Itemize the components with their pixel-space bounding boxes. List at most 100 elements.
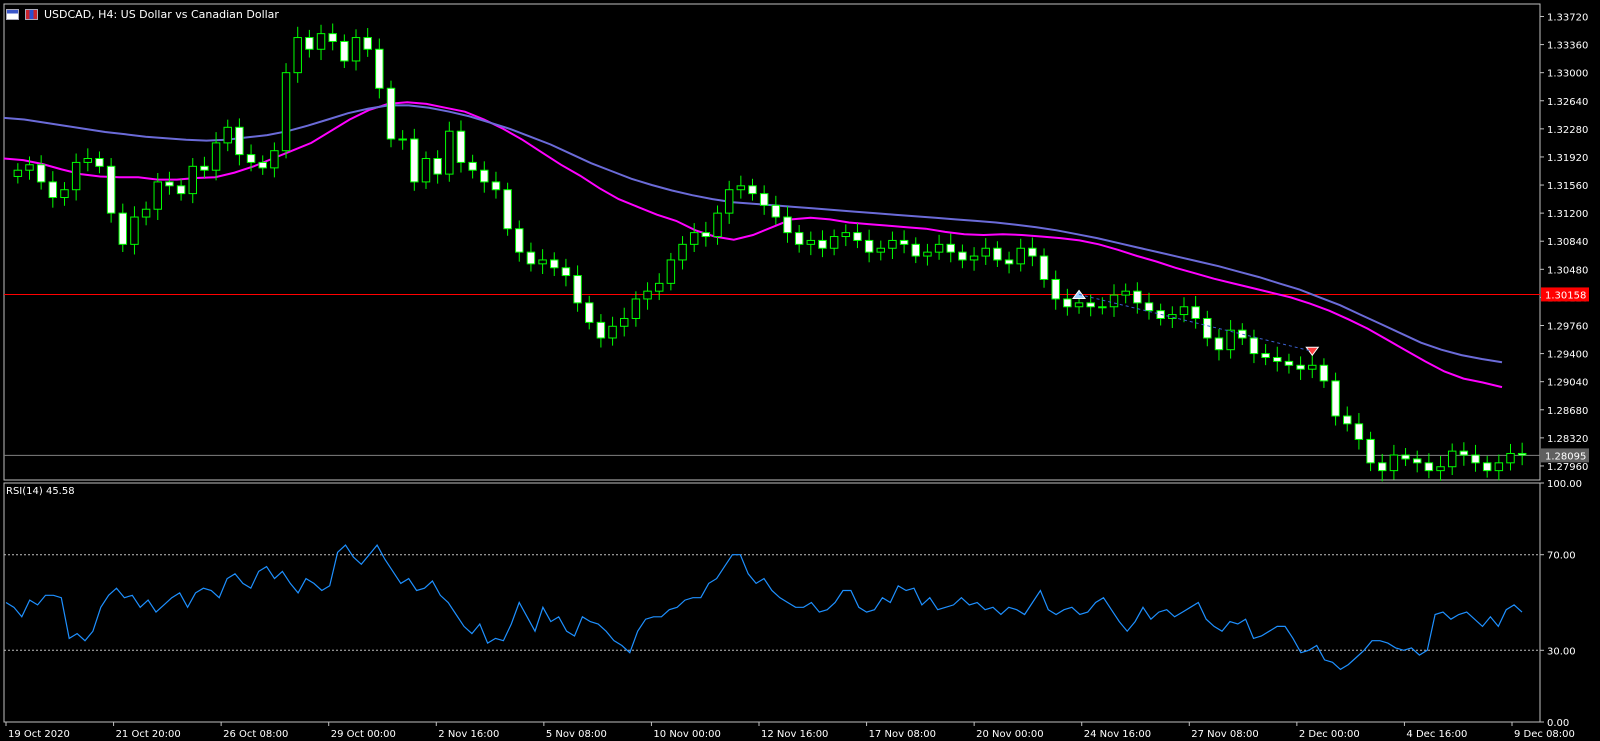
candle-body xyxy=(1051,278,1060,300)
candle-body xyxy=(666,259,676,284)
candle-body xyxy=(958,251,967,261)
main-panel-border xyxy=(3,3,1541,481)
rsi-tick-label: 100.00 xyxy=(1547,479,1582,490)
candle-body xyxy=(573,275,582,304)
time-tick-label: 19 Oct 2020 xyxy=(8,729,70,740)
candle-body xyxy=(1308,364,1317,370)
rsi-panel-border xyxy=(3,482,1541,723)
candle-body xyxy=(1319,364,1329,382)
rsi-label: RSI(14) 45.58 xyxy=(6,486,75,497)
candle-body xyxy=(596,321,606,339)
trade-connector-line xyxy=(1078,293,1313,352)
time-tick-label: 2 Dec 00:00 xyxy=(1299,729,1360,740)
candle-body xyxy=(106,165,116,214)
candle-body xyxy=(60,189,69,199)
candle-body xyxy=(48,181,58,199)
candle-body xyxy=(911,243,921,257)
candle-body xyxy=(386,87,396,140)
candle-body xyxy=(13,169,23,177)
time-tick-label: 27 Nov 08:00 xyxy=(1191,729,1258,740)
candle-body xyxy=(1412,458,1422,464)
candle-body xyxy=(899,239,909,245)
candle-body xyxy=(95,158,104,167)
price-tick-label: 1.28320 xyxy=(1547,434,1588,445)
candle-body xyxy=(456,130,466,163)
candle-body xyxy=(771,204,781,218)
candle-body xyxy=(235,126,244,156)
time-tick-label: 20 Nov 00:00 xyxy=(976,729,1043,740)
candle-body xyxy=(1144,302,1154,312)
candle-body xyxy=(83,158,93,163)
flag-icon xyxy=(25,8,38,20)
candle-body xyxy=(748,185,757,195)
candle-body xyxy=(1343,415,1352,425)
time-tick-label: 4 Dec 16:00 xyxy=(1406,729,1467,740)
candle-body xyxy=(165,181,174,187)
candle-body xyxy=(1074,302,1084,308)
candle-body xyxy=(118,212,128,245)
candle-body xyxy=(246,154,256,163)
time-tick-label: 10 Nov 00:00 xyxy=(653,729,720,740)
candle-body xyxy=(841,232,851,238)
candle-body xyxy=(141,208,151,218)
candle-body xyxy=(1331,380,1340,417)
time-tick-label: 21 Oct 20:00 xyxy=(116,729,181,740)
candle-body xyxy=(1191,306,1200,319)
candle-body xyxy=(281,72,291,152)
ma-slow-line xyxy=(3,104,1503,364)
candle-body xyxy=(678,243,687,261)
candle-body xyxy=(1016,247,1025,265)
candle-body xyxy=(1506,452,1515,464)
chart-window-icon xyxy=(6,8,19,20)
time-tick-label: 17 Nov 08:00 xyxy=(869,729,936,740)
candle-body xyxy=(433,158,442,175)
candle-body xyxy=(818,239,827,249)
candle-body xyxy=(1203,317,1212,339)
price-tick-label: 1.32280 xyxy=(1547,125,1588,136)
time-tick-label: 24 Nov 16:00 xyxy=(1084,729,1151,740)
price-tick-label: 1.32640 xyxy=(1547,97,1588,108)
bid-price-badge xyxy=(1541,448,1589,463)
candle-body xyxy=(328,33,337,42)
candle-body xyxy=(934,243,944,253)
candle-body xyxy=(363,37,372,50)
candle-body xyxy=(853,232,862,241)
candle-body xyxy=(188,165,197,195)
candle-body xyxy=(1517,452,1527,456)
candle-body xyxy=(608,325,617,339)
candle-body xyxy=(1121,290,1130,296)
candle-body xyxy=(876,247,886,253)
candle-body xyxy=(445,130,454,175)
candle-body xyxy=(1447,450,1457,468)
candle-body xyxy=(421,158,431,183)
candle-body xyxy=(25,164,34,171)
candle-body xyxy=(351,37,361,62)
candle-body xyxy=(1459,450,1469,456)
candle-body xyxy=(410,138,419,183)
hline-price-badge xyxy=(1541,287,1589,302)
rsi-panel xyxy=(3,482,1541,723)
price-tick-label: 1.33360 xyxy=(1547,41,1588,52)
price-tick-label: 1.33720 xyxy=(1547,12,1588,23)
candle-body xyxy=(293,37,302,74)
candle-body xyxy=(1063,298,1072,308)
candle-body xyxy=(1494,462,1504,472)
main-chart-panel xyxy=(3,3,1541,481)
rsi-line xyxy=(5,544,1523,671)
price-tick-label: 1.30480 xyxy=(1547,265,1588,276)
candle-body xyxy=(1004,259,1014,265)
rsi-series-line xyxy=(5,544,1523,671)
candle-body xyxy=(1401,454,1410,460)
candle-body xyxy=(701,232,711,238)
price-tick-label: 1.31200 xyxy=(1547,209,1588,220)
ma-fast-line xyxy=(3,101,1503,389)
price-tick-label: 1.33000 xyxy=(1547,69,1588,80)
candle-body xyxy=(969,255,979,261)
candle-body xyxy=(375,48,384,89)
candle-body xyxy=(1366,438,1375,464)
chart-title-bar: USDCAD, H4: US Dollar vs Canadian Dollar xyxy=(6,7,279,21)
candle-body xyxy=(340,40,349,62)
candle-body xyxy=(491,181,501,191)
candle-body xyxy=(1471,454,1480,464)
